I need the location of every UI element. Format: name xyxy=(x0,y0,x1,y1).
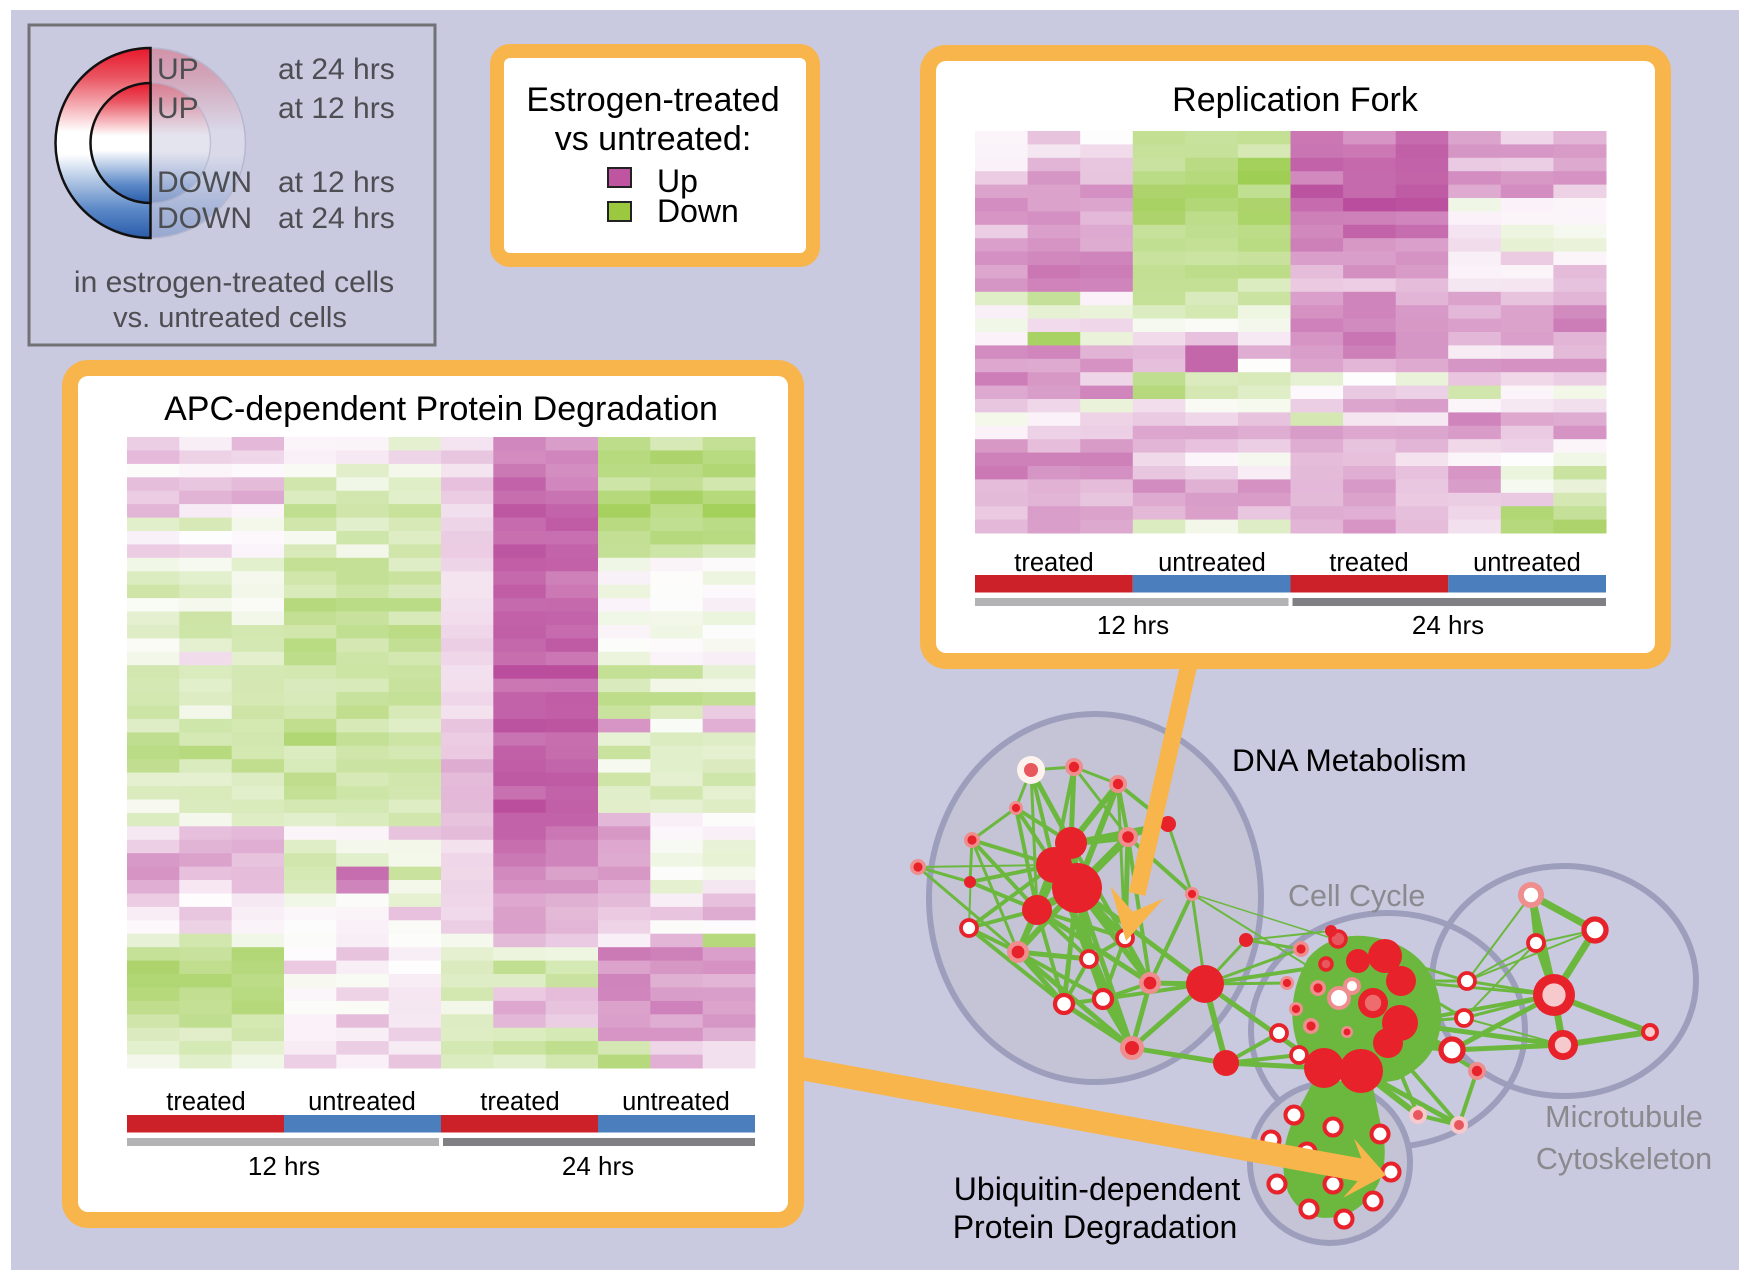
svg-text:UP: UP xyxy=(157,53,199,86)
svg-text:at 24 hrs: at 24 hrs xyxy=(278,53,395,86)
svg-text:vs. untreated cells: vs. untreated cells xyxy=(113,302,347,334)
svg-text:24 hrs: 24 hrs xyxy=(1412,610,1484,640)
svg-text:Estrogen-treated: Estrogen-treated xyxy=(526,81,779,119)
svg-text:Cell Cycle: Cell Cycle xyxy=(1288,879,1425,913)
svg-text:Cytoskeleton: Cytoskeleton xyxy=(1536,1142,1712,1176)
svg-text:at 24 hrs: at 24 hrs xyxy=(278,202,395,235)
svg-text:12 hrs: 12 hrs xyxy=(1097,610,1169,640)
svg-text:DNA Metabolism: DNA Metabolism xyxy=(1232,742,1467,778)
svg-text:Replication Fork: Replication Fork xyxy=(1172,81,1419,119)
svg-text:vs untreated:: vs untreated: xyxy=(555,120,752,158)
svg-text:untreated: untreated xyxy=(622,1088,730,1116)
svg-text:treated: treated xyxy=(480,1088,559,1116)
svg-text:Ubiquitin-dependent: Ubiquitin-dependent xyxy=(954,1171,1241,1207)
svg-text:treated: treated xyxy=(166,1088,245,1116)
svg-text:24 hrs: 24 hrs xyxy=(562,1151,634,1181)
svg-text:untreated: untreated xyxy=(308,1088,416,1116)
svg-text:APC-dependent Protein Degradat: APC-dependent Protein Degradation xyxy=(164,390,718,428)
svg-text:Microtubule: Microtubule xyxy=(1545,1100,1703,1134)
svg-text:Down: Down xyxy=(657,193,739,229)
svg-text:UP: UP xyxy=(157,92,199,125)
svg-text:Protein Degradation: Protein Degradation xyxy=(953,1209,1238,1245)
svg-text:at 12 hrs: at 12 hrs xyxy=(278,166,395,199)
svg-text:Up: Up xyxy=(657,163,698,199)
svg-text:DOWN: DOWN xyxy=(157,166,252,199)
svg-text:untreated: untreated xyxy=(1158,549,1266,577)
svg-text:untreated: untreated xyxy=(1473,549,1581,577)
svg-text:in estrogen-treated cells: in estrogen-treated cells xyxy=(74,266,394,299)
svg-text:at 12 hrs: at 12 hrs xyxy=(278,92,395,125)
svg-text:DOWN: DOWN xyxy=(157,202,252,235)
svg-text:treated: treated xyxy=(1014,549,1093,577)
svg-text:12 hrs: 12 hrs xyxy=(248,1151,320,1181)
svg-text:treated: treated xyxy=(1329,549,1408,577)
